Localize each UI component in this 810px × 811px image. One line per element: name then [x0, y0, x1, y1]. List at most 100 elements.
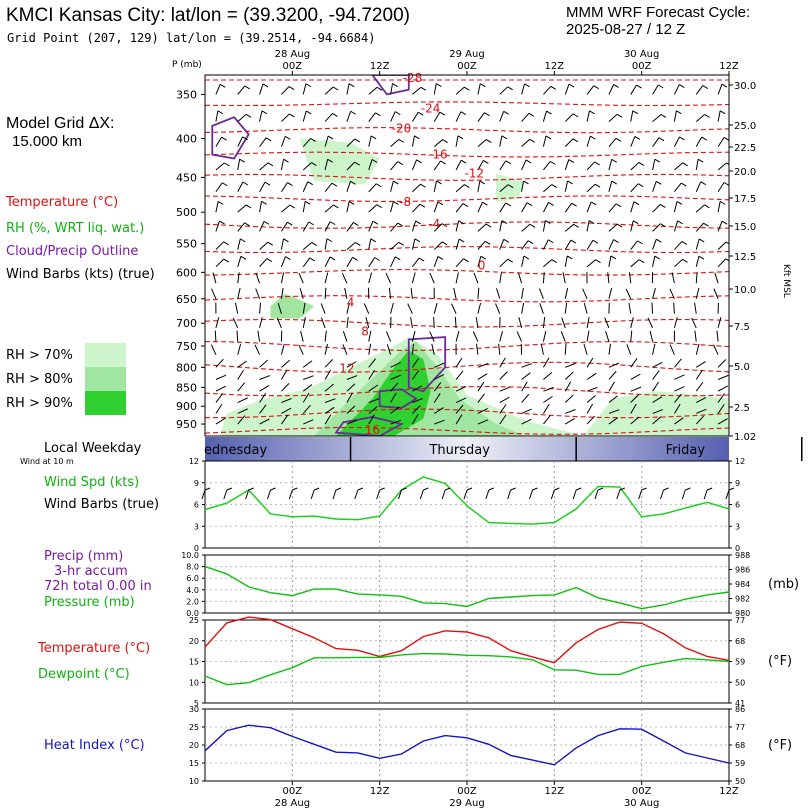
height-tick-label: 30.0	[734, 81, 756, 92]
wind-barb-flag	[572, 113, 579, 118]
wind-barb-flag	[484, 112, 490, 117]
wind-barb-flag	[460, 159, 467, 164]
wind-barb-flag	[458, 220, 464, 225]
wind-barb	[237, 382, 246, 392]
wind-barb	[215, 220, 221, 232]
wind-barb	[410, 287, 413, 299]
deg-f-unit: (°F)	[768, 654, 793, 669]
y2-tick-label: 41	[735, 699, 745, 708]
temperature-legend: Temperature (°C)	[6, 195, 119, 210]
wind-barb	[455, 386, 467, 392]
wind-barb	[302, 404, 311, 414]
wind-barb	[215, 374, 227, 380]
wind-barb	[390, 138, 400, 148]
wind-barb	[368, 358, 377, 368]
wind-barb-flag	[244, 222, 250, 227]
wind-barb	[259, 375, 271, 380]
wind-barb	[628, 302, 632, 314]
wind-barb	[324, 287, 327, 299]
day-label: ednesday	[204, 443, 267, 458]
time-tick-bottom-label: 12Z	[545, 786, 565, 797]
wind-barb	[586, 395, 596, 403]
wind-barb	[412, 86, 422, 95]
wind-barb	[390, 256, 396, 268]
wind-barb-flag	[327, 158, 333, 163]
sfc-wind-barb	[681, 489, 686, 500]
y2-tick-label: 980	[735, 609, 750, 618]
wind-barb	[521, 159, 527, 171]
y-tick-label: 12	[189, 457, 199, 466]
wind-barb-flag	[460, 111, 467, 116]
wind-barb	[521, 363, 533, 368]
sfc-wind-barb-flag	[335, 487, 342, 491]
sfc-wind-barb	[485, 489, 490, 500]
wind-barb	[516, 331, 523, 342]
wind-barb-flag	[307, 181, 313, 186]
wind-barb-flag	[244, 85, 251, 90]
wind-barb-flag	[458, 238, 465, 243]
wind-barb-flag	[310, 137, 316, 142]
wind-barb-flag	[440, 160, 446, 165]
wind-barb-flag	[633, 201, 640, 206]
wind-barb-flag	[326, 238, 333, 243]
wind-barb	[455, 414, 463, 425]
wind-barb-flag	[507, 184, 514, 189]
wind-barb	[368, 159, 373, 171]
wind-barb-flag	[682, 162, 689, 167]
wind-barb	[214, 330, 217, 342]
wind-barb	[717, 385, 728, 392]
wind-barb	[455, 203, 464, 213]
sfc-wind-barb-flag	[270, 487, 276, 491]
wind-barb	[630, 110, 634, 122]
date-tick-top-label: 28 Aug	[275, 49, 310, 60]
wind-barb-flag	[221, 136, 227, 141]
wind-barb	[717, 83, 723, 95]
y-tick-label: 5	[194, 699, 199, 708]
y2-tick-label: 984	[735, 580, 750, 589]
wind-barb-flag	[464, 184, 470, 188]
wind-barb	[651, 302, 654, 314]
wind-barb	[542, 135, 547, 147]
wind-barb	[237, 238, 241, 250]
sfc-wind-barb-flag	[313, 487, 320, 491]
y2-tick-label: 986	[735, 566, 750, 575]
wind-barb	[543, 184, 553, 193]
wind-barb	[521, 372, 531, 380]
wind-barb	[237, 360, 248, 368]
wind-barb	[695, 204, 705, 213]
wind-barb	[259, 302, 261, 314]
isotherm-label: -24	[421, 101, 441, 115]
wind-barb	[477, 287, 480, 299]
y-tick-label: 2.0	[186, 597, 199, 606]
sfc-wind-barb	[529, 489, 533, 500]
time-tick-top-label: 00Z	[457, 61, 477, 72]
wind-barb-flag	[217, 110, 224, 115]
rh90-region	[336, 350, 431, 436]
wind-barb	[300, 330, 304, 342]
wind-barb-flag	[592, 239, 599, 244]
wind-barb	[694, 330, 697, 342]
wind-barb	[477, 223, 487, 232]
wind-barb	[324, 256, 331, 268]
wind-barb	[433, 302, 438, 314]
wind-barb	[630, 403, 637, 414]
wind-barb	[433, 201, 439, 213]
wind-barb	[608, 255, 612, 267]
y-tick-label: 20	[189, 741, 199, 750]
wind-barb	[390, 83, 393, 95]
wind-barb-flag	[550, 160, 556, 165]
wind-barb	[280, 256, 286, 267]
wind-barb	[542, 357, 550, 368]
pressure-tick-label: 950	[176, 418, 197, 431]
wind-barb-flag	[721, 83, 728, 88]
wind-barb-flag	[371, 159, 378, 163]
wind-barb	[521, 223, 531, 232]
wind-barb	[543, 259, 553, 268]
wind-barb-flag	[677, 220, 683, 225]
isotherm-label: -4	[428, 217, 440, 231]
wind-barb	[695, 181, 702, 192]
wind-barb	[390, 222, 399, 232]
wind-barb-flag	[679, 84, 685, 88]
wind-barb	[390, 406, 400, 414]
